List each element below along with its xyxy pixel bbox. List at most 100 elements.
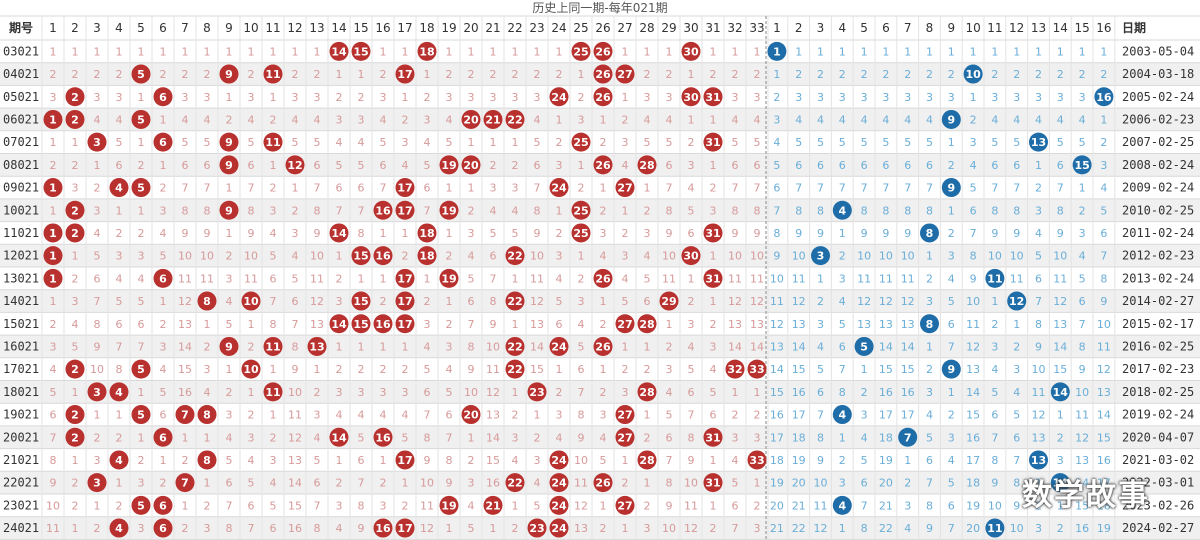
blue-miss-count: 5 bbox=[1013, 136, 1020, 149]
blue-miss-count: 11 bbox=[1075, 409, 1089, 422]
blue-miss-count: 4 bbox=[861, 113, 868, 126]
red-miss-count: 1 bbox=[358, 68, 365, 81]
blue-miss-count: 6 bbox=[1013, 159, 1020, 172]
red-miss-count: 1 bbox=[402, 227, 409, 240]
red-miss-count: 10 bbox=[530, 250, 544, 263]
red-miss-count: 1 bbox=[688, 113, 695, 126]
red-miss-count: 3 bbox=[116, 91, 123, 104]
red-miss-count: 1 bbox=[710, 499, 717, 512]
red-ball bbox=[615, 314, 635, 334]
red-miss-count: 2 bbox=[94, 68, 101, 81]
red-ball-number: 19 bbox=[441, 159, 456, 172]
red-miss-count: 8 bbox=[424, 431, 431, 444]
red-miss-count: 15 bbox=[178, 363, 192, 376]
red-miss-count: 3 bbox=[72, 295, 79, 308]
red-miss-count: 6 bbox=[578, 363, 585, 376]
red-miss-count: 4 bbox=[644, 113, 651, 126]
red-miss-count: 5 bbox=[94, 250, 101, 263]
blue-miss-count: 4 bbox=[991, 363, 998, 376]
red-miss-count: 7 bbox=[358, 477, 365, 490]
red-miss-count: 2 bbox=[732, 68, 739, 81]
red-ball bbox=[439, 268, 459, 288]
blue-ball bbox=[1072, 155, 1092, 175]
red-miss-count: 3 bbox=[468, 477, 475, 490]
red-ball-number: 15 bbox=[353, 295, 368, 308]
red-miss-count: 1 bbox=[556, 204, 563, 217]
blue-miss-count: 17 bbox=[966, 454, 980, 467]
red-ball-number: 11 bbox=[265, 68, 280, 81]
blue-miss-count: 2 bbox=[861, 386, 868, 399]
blue-miss-count: 18 bbox=[966, 477, 980, 490]
red-miss-count: 12 bbox=[288, 431, 302, 444]
red-miss-count: 1 bbox=[710, 295, 717, 308]
blue-miss-count: 13 bbox=[1075, 454, 1089, 467]
red-miss-count: 10 bbox=[244, 250, 258, 263]
blue-miss-count: 10 bbox=[1010, 250, 1024, 263]
red-miss-count: 2 bbox=[380, 477, 387, 490]
red-miss-count: 1 bbox=[138, 431, 145, 444]
blue-miss-count: 6 bbox=[991, 409, 998, 422]
red-miss-count: 4 bbox=[94, 113, 101, 126]
red-ball-number: 2 bbox=[71, 363, 79, 376]
red-miss-count: 2 bbox=[248, 409, 255, 422]
blue-miss-count: 5 bbox=[861, 136, 868, 149]
red-miss-count: 3 bbox=[314, 409, 321, 422]
red-miss-count: 2 bbox=[72, 499, 79, 512]
blue-miss-count: 3 bbox=[948, 91, 955, 104]
red-ball bbox=[681, 87, 701, 107]
red-miss-count: 2 bbox=[578, 182, 585, 195]
red-miss-count: 1 bbox=[534, 45, 541, 58]
blue-miss-count: 3 bbox=[1100, 159, 1107, 172]
blue-miss-count: 3 bbox=[991, 340, 998, 353]
red-ball bbox=[351, 41, 371, 61]
red-miss-count: 3 bbox=[468, 91, 475, 104]
red-miss-count: 1 bbox=[380, 454, 387, 467]
red-miss-count: 7 bbox=[534, 182, 541, 195]
red-ball bbox=[637, 155, 657, 175]
blue-ball bbox=[1050, 382, 1070, 402]
red-miss-count: 4 bbox=[424, 136, 431, 149]
red-ball bbox=[483, 495, 503, 515]
draw-date: 2008-02-24 bbox=[1122, 158, 1194, 172]
blue-miss-count: 3 bbox=[1035, 204, 1042, 217]
red-miss-count: 11 bbox=[310, 272, 324, 285]
blue-miss-count: 10 bbox=[814, 477, 828, 490]
blue-miss-count: 16 bbox=[879, 386, 893, 399]
blue-miss-count: 1 bbox=[817, 45, 824, 58]
blue-miss-count: 8 bbox=[991, 204, 998, 217]
blue-miss-count: 2 bbox=[948, 227, 955, 240]
red-miss-count: 12 bbox=[486, 386, 500, 399]
red-ball-number: 20 bbox=[463, 409, 479, 422]
red-ball bbox=[615, 178, 635, 198]
red-miss-count: 4 bbox=[644, 250, 651, 263]
red-ball-number: 2 bbox=[71, 409, 79, 422]
red-ball bbox=[65, 87, 85, 107]
blue-miss-count: 6 bbox=[1035, 272, 1042, 285]
red-miss-count: 4 bbox=[710, 363, 717, 376]
blue-miss-count: 8 bbox=[861, 522, 868, 535]
red-miss-count: 3 bbox=[402, 386, 409, 399]
blue-miss-count: 2 bbox=[1057, 431, 1064, 444]
red-miss-count: 6 bbox=[248, 499, 255, 512]
blue-miss-count: 4 bbox=[991, 113, 998, 126]
blue-miss-count: 12 bbox=[901, 295, 915, 308]
blue-miss-count: 14 bbox=[1097, 409, 1111, 422]
red-miss-count: 6 bbox=[314, 477, 321, 490]
blue-miss-count: 3 bbox=[839, 91, 846, 104]
red-miss-count: 7 bbox=[666, 182, 673, 195]
blue-miss-count: 9 bbox=[1013, 227, 1020, 240]
red-miss-count: 5 bbox=[644, 272, 651, 285]
blue-miss-count: 7 bbox=[948, 522, 955, 535]
red-miss-count: 6 bbox=[116, 159, 123, 172]
red-miss-count: 4 bbox=[160, 227, 167, 240]
red-miss-count: 2 bbox=[72, 68, 79, 81]
red-ball-number: 11 bbox=[265, 340, 280, 353]
red-ball bbox=[263, 382, 283, 402]
red-miss-count: 7 bbox=[270, 295, 277, 308]
blue-miss-count: 7 bbox=[1079, 318, 1086, 331]
red-miss-count: 4 bbox=[534, 113, 541, 126]
blue-ball bbox=[1050, 473, 1070, 493]
red-miss-count: 5 bbox=[446, 386, 453, 399]
red-miss-count: 1 bbox=[226, 227, 233, 240]
red-miss-count: 5 bbox=[226, 454, 233, 467]
